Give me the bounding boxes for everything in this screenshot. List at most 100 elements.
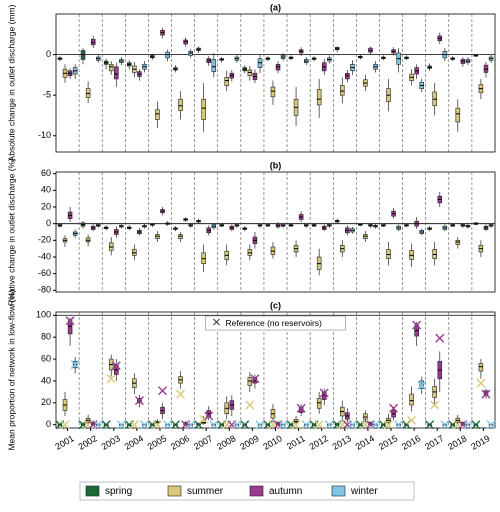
reference-marker [134, 396, 144, 406]
y-tick-label: -5 [43, 90, 51, 100]
reference-marker [371, 420, 381, 430]
y-tick-label: 0 [46, 218, 51, 228]
reference-marker [486, 420, 496, 430]
box [409, 393, 414, 406]
reference-marker [111, 361, 121, 371]
x-tick-label: 2002 [76, 433, 98, 452]
reference-marker [240, 420, 250, 430]
panel-title: (b) [270, 160, 282, 170]
x-tick-label: 2003 [100, 433, 122, 452]
reference-legend-label: Reference (no reservoirs) [226, 318, 323, 328]
box [114, 66, 119, 80]
box [178, 98, 183, 111]
y-tick-label: 0 [46, 419, 51, 429]
reference-marker [394, 420, 404, 430]
reference-marker [101, 420, 111, 430]
reference-marker [186, 420, 196, 430]
reference-marker [389, 403, 399, 413]
reference-marker [176, 389, 186, 399]
x-tick-label: 2005 [146, 433, 168, 452]
reference-marker [425, 420, 435, 430]
reference-marker [245, 400, 255, 410]
y-tick-label: 20 [41, 397, 51, 407]
legend-swatch [331, 485, 346, 497]
x-tick-label: 2011 [285, 433, 307, 451]
x-tick-label: 2014 [354, 433, 376, 452]
y-axis-label: Mean proportion of network in low-flow (… [6, 289, 16, 450]
reference-marker [116, 420, 126, 430]
reference-marker [463, 420, 473, 430]
x-tick-label: 2019 [469, 433, 491, 452]
reference-legend-box [205, 315, 346, 331]
legend-label: summer [187, 486, 224, 497]
reference-legend-marker [213, 318, 220, 326]
reference-marker [347, 420, 357, 430]
reference-marker [93, 420, 103, 430]
box [114, 364, 119, 375]
y-tick-label: -40 [38, 251, 51, 261]
box [211, 59, 217, 72]
panel-title: (a) [270, 2, 281, 12]
reference-marker [152, 420, 162, 430]
reference-marker [250, 374, 260, 384]
reference-marker [65, 316, 75, 326]
box [455, 107, 461, 123]
y-tick-label: 100 [36, 310, 51, 320]
reference-marker [430, 400, 440, 410]
reference-marker [278, 420, 288, 430]
y-axis-label: Absolute change in outlet discharge (mm) [6, 4, 16, 161]
reference-marker [314, 420, 324, 430]
reference-marker [232, 420, 242, 430]
legend-frame [79, 481, 415, 501]
x-tick-label: 2008 [215, 433, 237, 452]
y-tick-label: -20 [38, 235, 51, 245]
reference-marker [60, 420, 70, 430]
reference-marker [129, 420, 139, 430]
plot-frame [55, 171, 496, 293]
reference-marker [476, 378, 486, 388]
x-tick-label: 2006 [169, 433, 191, 452]
plot-frame [55, 13, 496, 153]
y-tick-label: 80 [41, 332, 51, 342]
box [316, 398, 322, 409]
reference-marker [158, 386, 168, 396]
box [201, 98, 206, 120]
y-tick-label: 0 [46, 49, 51, 59]
x-tick-label: 2009 [238, 433, 260, 452]
reference-marker [324, 420, 334, 430]
reference-marker [471, 420, 481, 430]
y-axis-label: Relative change in outlet discharge (%) [6, 158, 16, 306]
y-tick-label: 20 [41, 201, 51, 211]
x-tick-label: 2015 [377, 433, 399, 452]
x-tick-label: 2001 [53, 433, 75, 452]
legend-swatch [249, 485, 264, 497]
reference-marker [383, 420, 393, 430]
x-tick-label: 2017 [423, 433, 445, 452]
box [270, 86, 276, 98]
x-tick-label: 2010 [261, 433, 283, 452]
reference-marker [106, 374, 116, 384]
y-tick-label: -60 [38, 268, 51, 278]
x-tick-label: 2018 [446, 433, 468, 452]
box [363, 413, 368, 420]
legend-label: winter [350, 486, 378, 497]
y-tick-label: 40 [41, 185, 51, 195]
reference-marker [70, 360, 80, 370]
reference-marker [407, 415, 417, 425]
x-tick-label: 2007 [192, 433, 214, 452]
reference-marker [255, 420, 265, 430]
box [224, 77, 230, 86]
reference-marker [296, 403, 306, 413]
y-tick-label: -10 [38, 130, 51, 140]
y-tick-label: 60 [41, 168, 51, 178]
reference-marker [412, 320, 422, 330]
reference-marker [319, 388, 329, 398]
reference-marker [301, 420, 311, 430]
reference-marker [170, 420, 180, 430]
legend-swatch [167, 485, 182, 497]
box [478, 363, 484, 372]
reference-marker [209, 420, 219, 430]
box [316, 89, 322, 106]
reference-marker [417, 380, 427, 390]
